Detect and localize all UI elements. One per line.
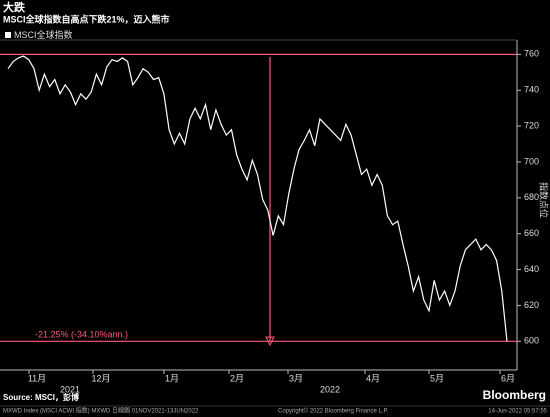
y-tick-label: 700 [524,156,539,166]
legend-swatch [5,32,11,38]
source: Source: MSCI，彭博 [3,392,79,402]
x-tick-label: 6月 [501,373,515,383]
y-tick-label: 740 [524,85,539,95]
annotation: -21.25% (-34.10%ann.) [35,330,128,340]
footer-center: Copyright© 2022 Bloomberg Finance L.P. [278,408,389,415]
y-tick-label: 720 [524,120,539,130]
x-tick-label: 11月 [28,373,46,383]
x-tick-label: 1月 [165,373,179,383]
x-tick-label: 4月 [366,373,380,383]
x-tick-label: 2月 [230,373,244,383]
year-label: 2021 [60,384,80,394]
x-tick-label: 3月 [289,373,303,383]
x-tick-label: 12月 [91,373,110,383]
y-tick-label: 600 [524,336,539,346]
footer-right: 14-Jun-2022 05:57:55 [488,409,547,415]
series-line [7,55,508,342]
x-tick-label: 5月 [430,373,444,383]
y-tick-label: 680 [524,192,539,202]
legend-label: MSCI全球指数 [14,29,73,40]
year-label: 2022 [320,384,340,394]
chart-title: 大跌 [3,0,26,14]
y-tick-label: 660 [524,228,539,238]
brand: Bloomberg [483,388,546,402]
y-axis-label: 指数点位 [539,182,550,218]
y-tick-label: 760 [524,49,539,59]
chart-subtitle: MSCI全球指数自高点下跌21%，迈入熊市 [3,13,170,24]
y-tick-label: 640 [524,264,539,274]
footer-left: MXWD Index (MSCI ACWI 指数) MXWD 日線圖 01NOV… [3,407,199,415]
y-tick-label: 620 [524,300,539,310]
